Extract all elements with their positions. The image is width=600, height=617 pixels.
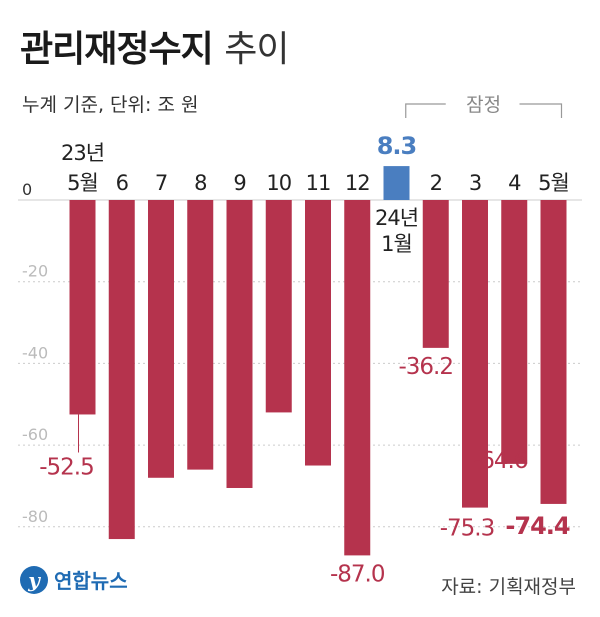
title-light: 추이 (224, 29, 289, 70)
y-tick-label: 0 (22, 180, 32, 199)
category-label: 11 (306, 171, 331, 195)
y-tick-label: -40 (22, 343, 48, 362)
category-label: 3 (469, 171, 481, 195)
bar (148, 200, 174, 478)
y-tick-label: -60 (22, 425, 48, 444)
data-label: -36.2 (398, 354, 453, 380)
category-label: 1월 (381, 232, 412, 256)
bar (422, 200, 449, 348)
yonhap-logo-icon: y (20, 565, 48, 594)
category-label: 4 (508, 171, 521, 195)
source-note: 자료: 기획재정부 (441, 576, 576, 598)
y-tick-label: -20 (22, 262, 48, 281)
data-label: -75.3 (440, 516, 495, 542)
bar (383, 166, 410, 200)
data-label: -87.0 (330, 561, 385, 587)
category-label: 5월 (538, 171, 569, 195)
logo-text: 연합뉴스 (54, 569, 128, 593)
category-label: 6 (116, 171, 129, 195)
bar (501, 200, 528, 464)
category-label: 2 (430, 171, 442, 195)
bar (265, 200, 292, 413)
bar (305, 200, 331, 466)
provisional-label: 잠정 (466, 94, 501, 116)
publisher-logo: y 연합뉴스 (20, 565, 128, 594)
subtitle: 누계 기준, 단위: 조 원 (22, 94, 199, 116)
bar (187, 200, 214, 470)
bar (108, 200, 135, 540)
category-label: 10 (266, 171, 291, 195)
chart-title: 관리재정수지 추이 (20, 20, 290, 72)
y-tick-label: -80 (22, 507, 48, 526)
data-label: 8.3 (377, 132, 417, 160)
bar (344, 200, 371, 556)
bar (226, 200, 253, 488)
data-label: -64.6 (473, 448, 528, 474)
category-label: 24년 (375, 206, 418, 230)
bar (69, 200, 96, 415)
provisional-bracket-left (405, 103, 446, 118)
category-label: 5월 (67, 171, 98, 195)
data-label: -52.5 (39, 454, 94, 480)
category-label: 23년 (61, 141, 104, 165)
provisional-bracket-right (519, 103, 563, 118)
title-bold: 관리재정수지 (20, 29, 214, 70)
bar (540, 200, 567, 504)
category-label: 12 (345, 171, 370, 195)
bar (462, 200, 488, 508)
category-label: 8 (194, 171, 206, 195)
category-label: 7 (155, 171, 167, 195)
category-label: 9 (233, 171, 245, 195)
data-label: -74.4 (505, 512, 569, 540)
